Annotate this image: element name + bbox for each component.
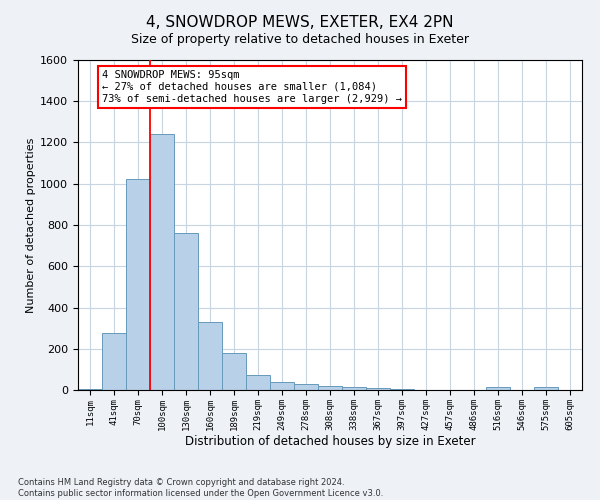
Bar — [342, 387, 366, 390]
Bar — [174, 233, 198, 390]
Bar — [270, 382, 294, 390]
Text: 4 SNOWDROP MEWS: 95sqm
← 27% of detached houses are smaller (1,084)
73% of semi-: 4 SNOWDROP MEWS: 95sqm ← 27% of detached… — [102, 70, 402, 104]
Bar — [78, 389, 102, 390]
Bar — [198, 322, 222, 390]
Bar — [534, 387, 558, 390]
Bar — [390, 389, 414, 390]
X-axis label: Distribution of detached houses by size in Exeter: Distribution of detached houses by size … — [185, 436, 475, 448]
Bar — [150, 134, 174, 390]
Text: Contains HM Land Registry data © Crown copyright and database right 2024.
Contai: Contains HM Land Registry data © Crown c… — [18, 478, 383, 498]
Text: 4, SNOWDROP MEWS, EXETER, EX4 2PN: 4, SNOWDROP MEWS, EXETER, EX4 2PN — [146, 15, 454, 30]
Bar — [102, 334, 126, 390]
Bar — [486, 387, 510, 390]
Bar — [294, 384, 318, 390]
Bar — [222, 353, 246, 390]
Bar — [318, 386, 342, 390]
Y-axis label: Number of detached properties: Number of detached properties — [26, 138, 36, 312]
Text: Size of property relative to detached houses in Exeter: Size of property relative to detached ho… — [131, 32, 469, 46]
Bar — [366, 388, 390, 390]
Bar — [246, 374, 270, 390]
Bar — [126, 178, 150, 390]
